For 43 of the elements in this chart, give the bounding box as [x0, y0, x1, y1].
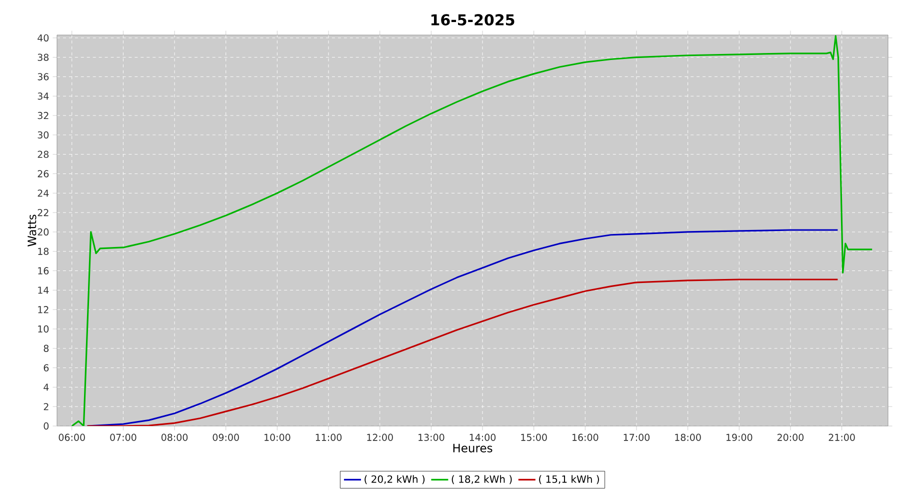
x-tick-label: 14:00: [470, 434, 496, 441]
legend-label: ( 18,2 kWh ): [452, 475, 512, 484]
y-tick-label: 24: [38, 190, 49, 197]
y-tick-label: 10: [38, 325, 49, 333]
x-tick-label: 16:00: [572, 434, 598, 441]
x-tick-label: 15:00: [521, 434, 547, 441]
x-tick-label: 13:00: [418, 434, 444, 441]
y-tick-label: 16: [38, 267, 49, 274]
x-tick-label: 07:00: [110, 434, 136, 441]
x-tick-label: 11:00: [316, 434, 342, 441]
y-tick-label: 12: [38, 306, 48, 314]
x-tick-label: 10:00: [264, 434, 290, 441]
legend-label: ( 20,2 kWh ): [364, 475, 425, 484]
x-tick-label: 06:00: [58, 434, 85, 441]
y-tick-label: 28: [38, 150, 49, 158]
x-tick-label: 17:00: [624, 434, 650, 441]
x-tick-label: 20:00: [778, 434, 804, 441]
chart-title: 16-5-2025: [431, 14, 514, 26]
y-tick-label: 0: [44, 422, 49, 430]
x-tick-label: 18:00: [675, 434, 701, 441]
y-tick-label: 26: [38, 170, 49, 178]
y-tick-label: 8: [44, 344, 49, 352]
y-tick-label: 30: [38, 131, 49, 139]
y-tick-label: 2: [44, 403, 48, 410]
y-tick-label: 6: [44, 364, 49, 372]
y-tick-label: 4: [44, 384, 49, 391]
x-tick-label: 21:00: [828, 434, 855, 441]
x-axis-title: Heures: [453, 444, 492, 452]
x-tick-label: 12:00: [367, 434, 393, 441]
y-tick-label: 18: [38, 248, 49, 255]
y-tick-label: 40: [38, 34, 49, 42]
x-tick-label: 08:00: [161, 434, 188, 441]
x-tick-label: 19:00: [726, 434, 752, 441]
y-axis-title: Watts: [28, 214, 36, 246]
y-tick-label: 36: [38, 73, 49, 80]
y-tick-label: 32: [38, 112, 48, 120]
legend-label: ( 15,1 kWh ): [539, 475, 599, 484]
y-tick-label: 20: [38, 228, 49, 236]
y-tick-label: 14: [38, 286, 49, 294]
y-tick-label: 22: [38, 209, 48, 216]
y-tick-label: 34: [38, 92, 49, 100]
x-tick-label: 09:00: [212, 434, 239, 441]
y-tick-label: 38: [38, 54, 49, 61]
